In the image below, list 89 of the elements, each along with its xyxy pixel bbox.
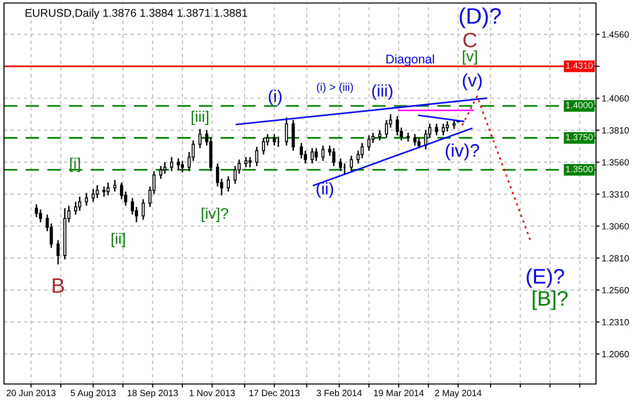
candlestick [371, 132, 375, 144]
ref-line-label: 1.4000 [566, 102, 593, 108]
annotation: [iv]? [202, 208, 228, 222]
y-tick-label: 1.4560 [602, 31, 629, 38]
candlestick [248, 156, 252, 168]
candlestick [284, 116, 288, 146]
candlestick [310, 147, 314, 164]
y-tick-label: 1.3310 [602, 191, 629, 198]
candlestick [356, 150, 360, 164]
annotation: (E)? [526, 268, 564, 288]
x-tick-label: 2 May 2014 [435, 390, 482, 398]
candlestick [170, 156, 174, 172]
candlestick [34, 204, 38, 218]
x-tick-label: 5 Aug 2013 [70, 390, 116, 398]
annotation: (i) > (iii) [316, 82, 353, 94]
candlestick [332, 147, 336, 167]
annotation: (D)? [460, 8, 501, 28]
annotation: (i) [268, 90, 282, 106]
x-tick-label: 19 Mar 2014 [374, 390, 424, 396]
candlestick [350, 155, 353, 172]
annotation: (iv)? [446, 144, 480, 160]
y-tick-label: 1.2810 [602, 255, 629, 262]
y-tick-label: 1.3560 [602, 159, 629, 166]
annotation: (iii) [372, 84, 392, 100]
candlestick [396, 115, 399, 136]
candlestick [262, 137, 266, 156]
candlestick [434, 123, 438, 136]
candlestick [176, 158, 180, 171]
candlestick [321, 144, 325, 162]
candlestick [292, 119, 295, 152]
candlestick [442, 123, 445, 136]
y-tick-label: 1.4060 [602, 95, 629, 102]
annotation: C [463, 32, 477, 48]
ref-line-label: 1.4310 [566, 62, 593, 69]
annotation: (ii) [316, 182, 334, 198]
candlestick [413, 133, 416, 146]
candlestick [338, 158, 342, 172]
candlestick [163, 161, 166, 174]
x-tick-label: 18 Sep 2013 [128, 390, 178, 398]
x-tick-label: 20 Jun 2013 [6, 390, 56, 396]
candlestick [159, 165, 162, 180]
candlestick [384, 119, 388, 139]
candlestick [417, 137, 421, 149]
candlestick [74, 201, 78, 216]
candlestick [446, 120, 449, 132]
annotation: Diagonal [386, 54, 434, 66]
candlestick [180, 160, 184, 174]
y-tick-label: 1.2310 [602, 318, 629, 326]
candlestick [367, 134, 370, 152]
candlestick [226, 176, 230, 192]
candlestick [255, 146, 258, 167]
candlestick [272, 133, 276, 146]
candlestick [113, 179, 116, 192]
x-tick-label: 1 Nov 2013 [190, 390, 235, 396]
candlestick [300, 142, 303, 160]
candlestick [84, 192, 88, 206]
candlestick [102, 186, 106, 198]
candlestick [314, 147, 318, 162]
annotation: [iii] [192, 110, 208, 125]
candlestick [198, 128, 202, 149]
x-tick-label: 17 Dec 2013 [249, 390, 300, 396]
annotation: [ii] [112, 232, 125, 248]
annotation: [B]? [532, 290, 568, 310]
annotation: [v] [462, 50, 477, 65]
candlestick [378, 130, 382, 142]
y-tick-label: 1.3060 [602, 223, 629, 230]
candlestick [120, 182, 124, 200]
candlestick [304, 150, 307, 164]
candlestick [130, 197, 134, 216]
annotation: B [52, 278, 64, 293]
y-tick-label: 1.2060 [602, 350, 629, 358]
y-tick-label: 1.2560 [602, 286, 629, 294]
x-tick-label: 3 Feb 2014 [316, 390, 362, 396]
candlestick [38, 208, 42, 223]
candlestick [56, 239, 60, 266]
candlestick [216, 162, 220, 188]
candlestick [92, 188, 95, 203]
chart-title: EURUSD,Daily 1.3876 1.3884 1.3871 1.3881 [26, 8, 248, 20]
y-tick-label: 1.3810 [602, 127, 629, 134]
candlestick [360, 142, 364, 160]
candlestick [234, 165, 237, 185]
candlestick [78, 196, 82, 212]
ref-line-label: 1.3750 [566, 134, 593, 140]
candlestick [142, 198, 145, 220]
ref-line-label: 1.3500 [566, 166, 593, 172]
candlestick [96, 184, 99, 199]
candlestick [106, 182, 110, 196]
annotation: (v) [462, 73, 482, 90]
candlestick [244, 156, 248, 168]
